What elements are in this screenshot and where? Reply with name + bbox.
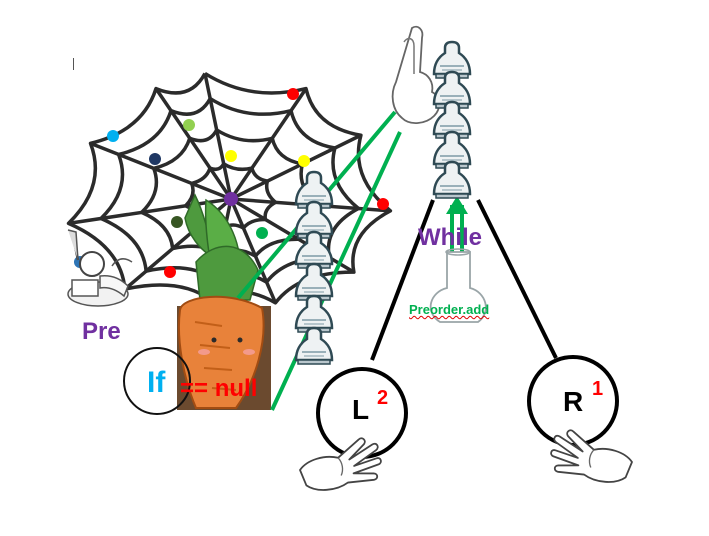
web-dot bbox=[225, 150, 237, 162]
carrot-icon bbox=[177, 193, 271, 410]
web-dot bbox=[256, 227, 268, 239]
web-spoke bbox=[154, 87, 233, 200]
if-label: If bbox=[147, 366, 166, 399]
stack-figure-icon bbox=[294, 170, 334, 366]
right-node-badge: 1 bbox=[592, 378, 604, 400]
green-ropes bbox=[236, 110, 464, 411]
preorder-add-label: Preorder.add bbox=[409, 302, 490, 317]
web-spoke bbox=[229, 87, 308, 200]
tree-edges bbox=[370, 199, 558, 361]
web-spoke bbox=[203, 73, 233, 200]
while-label: While bbox=[418, 224, 482, 251]
stack-unit bbox=[294, 326, 334, 366]
stack-unit bbox=[294, 294, 334, 334]
pre-label: Pre bbox=[82, 318, 121, 345]
stack-unit bbox=[294, 262, 334, 302]
web-dot bbox=[183, 119, 195, 131]
web-dot bbox=[149, 153, 161, 165]
left-node-badge: 2 bbox=[377, 387, 389, 409]
pointing-hand-icon bbox=[391, 25, 440, 124]
if-circle bbox=[123, 347, 191, 415]
writer-figure-icon bbox=[67, 229, 133, 307]
web-ring bbox=[66, 71, 393, 305]
web-dot bbox=[107, 130, 119, 142]
web-spoke bbox=[229, 198, 278, 304]
web-dot bbox=[298, 155, 310, 167]
web-center-dot bbox=[224, 192, 238, 206]
web-dot bbox=[171, 216, 183, 228]
web-dot bbox=[377, 198, 389, 210]
web-spoke bbox=[68, 197, 232, 226]
web-dot bbox=[164, 266, 176, 278]
right-node-label: R bbox=[563, 386, 584, 417]
null-check-label: == null bbox=[180, 375, 258, 402]
flask-icon bbox=[429, 248, 487, 323]
web-spoke bbox=[89, 141, 232, 201]
web-spoke bbox=[230, 133, 362, 201]
web-ring bbox=[183, 162, 278, 230]
text-cursor bbox=[73, 58, 74, 70]
web-dot bbox=[287, 88, 299, 100]
stack-figure-icon bbox=[432, 40, 472, 200]
up-arrow-icon bbox=[446, 196, 468, 214]
left-node-label: L bbox=[352, 394, 370, 425]
